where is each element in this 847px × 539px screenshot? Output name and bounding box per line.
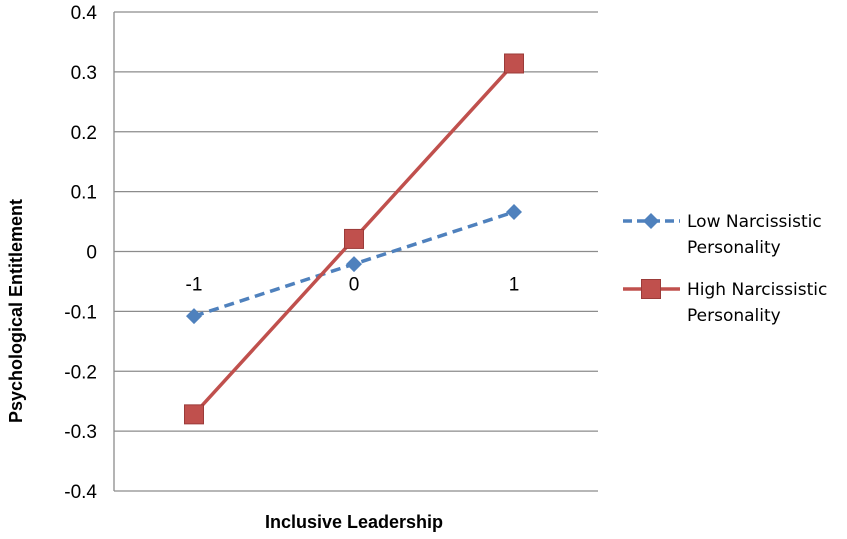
y-tick-label: 0.3 — [71, 63, 97, 84]
legend-label: Low Narcissistic — [687, 212, 822, 232]
y-tick-label: -0.2 — [64, 362, 97, 383]
data-point — [346, 256, 362, 273]
data-point — [504, 53, 524, 74]
y-tick-label: -0.4 — [64, 482, 97, 503]
data-point — [184, 404, 204, 425]
legend-label: High Narcissistic — [687, 280, 827, 300]
data-point — [344, 228, 364, 249]
legend-marker — [643, 213, 659, 229]
y-axis-title: Psychological Entitlement — [6, 199, 26, 423]
series-low-narcissistic — [186, 203, 522, 325]
y-axis-ticks: 0.4 0.3 0.2 0.1 0 -0.1 -0.2 -0.3 -0.4 — [64, 3, 97, 503]
x-axis-ticks: -1 0 1 — [186, 275, 520, 296]
legend-entry: Low Narcissistic Personality — [623, 212, 822, 258]
y-tick-label: 0.1 — [71, 183, 97, 204]
legend-entry: High Narcissistic Personality — [623, 279, 827, 326]
x-tick-label: 1 — [509, 275, 520, 296]
x-tick-label: 0 — [349, 275, 360, 296]
y-tick-label: 0 — [86, 243, 97, 264]
data-point — [186, 308, 202, 325]
y-tick-label: 0.2 — [71, 123, 97, 144]
series-high-narcissistic — [184, 53, 524, 425]
y-tick-label: -0.3 — [64, 422, 97, 443]
legend-label: Personality — [687, 238, 781, 258]
x-tick-label: -1 — [186, 275, 203, 296]
x-axis-title: Inclusive Leadership — [265, 512, 443, 532]
data-point — [506, 203, 522, 220]
y-tick-label: -0.1 — [64, 302, 97, 323]
y-tick-label: 0.4 — [71, 3, 98, 24]
series-layer — [184, 53, 524, 425]
legend-marker — [641, 279, 661, 299]
legend-label: Personality — [687, 306, 781, 326]
